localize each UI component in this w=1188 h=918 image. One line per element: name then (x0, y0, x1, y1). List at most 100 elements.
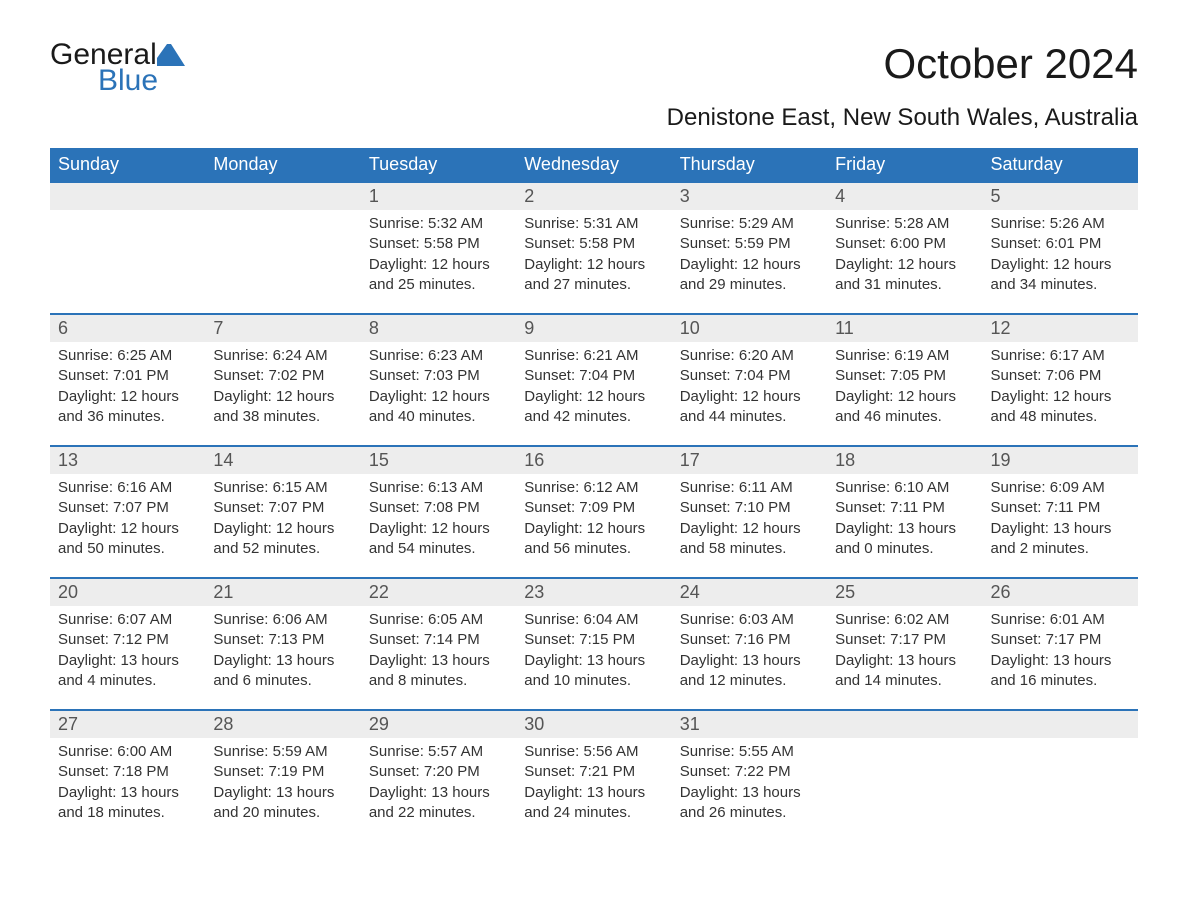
daylight-line-1: Daylight: 12 hours (680, 255, 819, 275)
sunset-text: Sunset: 7:01 PM (58, 366, 197, 386)
day-body: Sunrise: 5:26 AMSunset: 6:01 PMDaylight:… (983, 210, 1138, 303)
daylight-line-2: and 50 minutes. (58, 539, 197, 559)
daylight-line-1: Daylight: 13 hours (991, 651, 1130, 671)
sunset-text: Sunset: 7:13 PM (213, 630, 352, 650)
calendar-table: SundayMondayTuesdayWednesdayThursdayFrid… (50, 148, 1138, 841)
day-cell (50, 183, 205, 313)
day-cell: 18Sunrise: 6:10 AMSunset: 7:11 PMDayligh… (827, 447, 982, 577)
day-body: Sunrise: 6:19 AMSunset: 7:05 PMDaylight:… (827, 342, 982, 435)
daylight-line-1: Daylight: 13 hours (835, 519, 974, 539)
day-number-row: 26 (983, 579, 1138, 606)
daylight-line-2: and 44 minutes. (680, 407, 819, 427)
sunrise-text: Sunrise: 6:12 AM (524, 478, 663, 498)
daylight-line-2: and 56 minutes. (524, 539, 663, 559)
sunset-text: Sunset: 7:15 PM (524, 630, 663, 650)
day-number: 8 (369, 318, 379, 338)
week-row: 1Sunrise: 5:32 AMSunset: 5:58 PMDaylight… (50, 181, 1138, 313)
page-title: October 2024 (883, 40, 1138, 88)
sunrise-text: Sunrise: 6:05 AM (369, 610, 508, 630)
day-number-row: 22 (361, 579, 516, 606)
weekday-label: Wednesday (516, 148, 671, 181)
day-body: Sunrise: 5:56 AMSunset: 7:21 PMDaylight:… (516, 738, 671, 831)
day-cell: 3Sunrise: 5:29 AMSunset: 5:59 PMDaylight… (672, 183, 827, 313)
day-number-row: 5 (983, 183, 1138, 210)
day-number-row: 29 (361, 711, 516, 738)
day-number-row: 25 (827, 579, 982, 606)
day-number-row: 15 (361, 447, 516, 474)
daylight-line-1: Daylight: 12 hours (524, 387, 663, 407)
sunset-text: Sunset: 5:59 PM (680, 234, 819, 254)
daylight-line-2: and 14 minutes. (835, 671, 974, 691)
daylight-line-1: Daylight: 12 hours (991, 387, 1130, 407)
sunrise-text: Sunrise: 6:02 AM (835, 610, 974, 630)
sunset-text: Sunset: 7:11 PM (991, 498, 1130, 518)
day-cell: 14 Sunrise: 6:15 AMSunset: 7:07 PMDayligh… (205, 447, 360, 577)
daylight-line-1: Daylight: 13 hours (680, 651, 819, 671)
day-cell: 21Sunrise: 6:06 AMSunset: 7:13 PMDayligh… (205, 579, 360, 709)
day-body: Sunrise: 6:15 AMSunset: 7:07 PMDaylight:… (205, 474, 360, 567)
daylight-line-2: and 4 minutes. (58, 671, 197, 691)
day-number-row (983, 711, 1138, 738)
day-number: 4 (835, 186, 845, 206)
sunrise-text: Sunrise: 6:04 AM (524, 610, 663, 630)
day-body: Sunrise: 5:29 AMSunset: 5:59 PMDaylight:… (672, 210, 827, 303)
day-cell: 26Sunrise: 6:01 AMSunset: 7:17 PMDayligh… (983, 579, 1138, 709)
day-number-row: 16 (516, 447, 671, 474)
daylight-line-1: Daylight: 13 hours (213, 651, 352, 671)
daylight-line-1: Daylight: 12 hours (58, 519, 197, 539)
sunrise-text: Sunrise: 5:29 AM (680, 214, 819, 234)
day-body: Sunrise: 5:55 AMSunset: 7:22 PMDaylight:… (672, 738, 827, 831)
day-cell: 4Sunrise: 5:28 AMSunset: 6:00 PMDaylight… (827, 183, 982, 313)
day-number: 22 (369, 582, 389, 602)
day-number: 23 (524, 582, 544, 602)
day-number-row: 10 (672, 315, 827, 342)
daylight-line-2: and 22 minutes. (369, 803, 508, 823)
sunrise-text: Sunrise: 5:31 AM (524, 214, 663, 234)
daylight-line-2: and 36 minutes. (58, 407, 197, 427)
brand-logo: General Blue (50, 40, 185, 98)
weekday-label: Thursday (672, 148, 827, 181)
day-number: 11 (835, 318, 854, 338)
day-cell: 13Sunrise: 6:16 AMSunset: 7:07 PMDayligh… (50, 447, 205, 577)
day-cell: 16Sunrise: 6:12 AMSunset: 7:09 PMDayligh… (516, 447, 671, 577)
day-cell: 19Sunrise: 6:09 AMSunset: 7:11 PMDayligh… (983, 447, 1138, 577)
weekday-label: Sunday (50, 148, 205, 181)
day-number-row: 23 (516, 579, 671, 606)
day-cell: 8 Sunrise: 6:23 AMSunset: 7:03 PMDaylight… (361, 315, 516, 445)
daylight-line-2: and 6 minutes. (213, 671, 352, 691)
day-cell: 24Sunrise: 6:03 AMSunset: 7:16 PMDayligh… (672, 579, 827, 709)
sunset-text: Sunset: 7:06 PM (991, 366, 1130, 386)
daylight-line-1: Daylight: 12 hours (835, 387, 974, 407)
day-body: Sunrise: 6:23 AMSunset: 7:03 PMDaylight:… (361, 342, 516, 435)
day-body (205, 210, 360, 222)
day-number: 14 (213, 450, 233, 470)
day-number: 25 (835, 582, 855, 602)
sunset-text: Sunset: 7:02 PM (213, 366, 352, 386)
sunrise-text: Sunrise: 6:15 AM (213, 478, 352, 498)
sunrise-text: Sunrise: 5:56 AM (524, 742, 663, 762)
sunrise-text: Sunrise: 6:23 AM (369, 346, 508, 366)
daylight-line-2: and 24 minutes. (524, 803, 663, 823)
day-number-row: 13 (50, 447, 205, 474)
day-number-row: 18 (827, 447, 982, 474)
daylight-line-1: Daylight: 13 hours (835, 651, 974, 671)
daylight-line-1: Daylight: 13 hours (58, 783, 197, 803)
day-number: 27 (58, 714, 78, 734)
day-body: Sunrise: 5:57 AMSunset: 7:20 PMDaylight:… (361, 738, 516, 831)
sunset-text: Sunset: 7:09 PM (524, 498, 663, 518)
daylight-line-2: and 8 minutes. (369, 671, 508, 691)
daylight-line-2: and 40 minutes. (369, 407, 508, 427)
day-body: Sunrise: 6:02 AMSunset: 7:17 PMDaylight:… (827, 606, 982, 699)
daylight-line-2: and 52 minutes. (213, 539, 352, 559)
day-number-row: 4 (827, 183, 982, 210)
day-number: 5 (991, 186, 1001, 206)
sunset-text: Sunset: 7:20 PM (369, 762, 508, 782)
day-number-row (827, 711, 982, 738)
daylight-line-1: Daylight: 13 hours (369, 783, 508, 803)
day-number: 18 (835, 450, 855, 470)
daylight-line-1: Daylight: 12 hours (991, 255, 1130, 275)
daylight-line-2: and 58 minutes. (680, 539, 819, 559)
day-body: Sunrise: 6:04 AMSunset: 7:15 PMDaylight:… (516, 606, 671, 699)
day-cell: 20Sunrise: 6:07 AMSunset: 7:12 PMDayligh… (50, 579, 205, 709)
daylight-line-1: Daylight: 12 hours (835, 255, 974, 275)
